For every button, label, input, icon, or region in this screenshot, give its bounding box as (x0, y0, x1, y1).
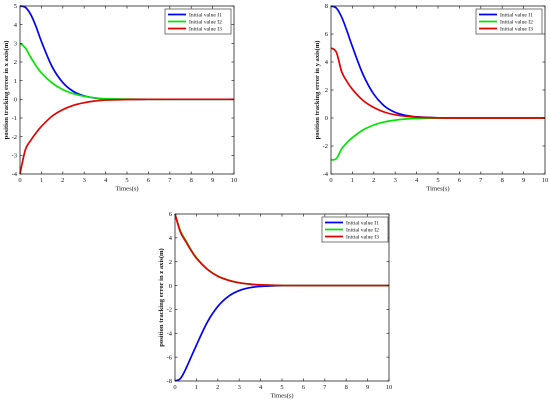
y-tick-label: 1 (14, 78, 17, 85)
y-tick-label: 2 (169, 259, 172, 266)
x-tick-label: 7 (479, 177, 483, 184)
legend-label-2: Initial value I2 (500, 20, 533, 26)
x-axis-title: Times(s) (426, 186, 449, 193)
y-tick-label: -4 (12, 171, 18, 178)
x-tick-label: 4 (259, 384, 263, 391)
y-tick-label: 6 (325, 31, 329, 38)
series-line-1 (174, 284, 389, 382)
legend-label-1: Initial value I1 (189, 13, 222, 19)
x-tick-label: 1 (40, 177, 43, 184)
y-tick-label: 2 (14, 59, 17, 66)
x-tick-label: 4 (104, 177, 108, 184)
y-tick-label: 4 (169, 235, 173, 242)
y-tick-label: -2 (167, 307, 172, 314)
x-tick-label: 8 (345, 384, 348, 391)
x-tick-label: 0 (173, 384, 176, 391)
x-tick-label: 7 (168, 177, 172, 184)
y-tick-label: 8 (325, 3, 328, 10)
x-axis-title: Times(s) (270, 393, 293, 400)
legend-label-1: Initial value I1 (346, 221, 379, 227)
y-tick-label: 6 (169, 211, 173, 218)
legend-label-2: Initial value I2 (189, 20, 222, 26)
x-tick-label: 5 (125, 177, 128, 184)
legend-label-1: Initial value I1 (500, 13, 533, 19)
y-tick-label: -8 (167, 378, 172, 385)
x-tick-label: 8 (501, 177, 504, 184)
x-tick-label: 1 (351, 177, 354, 184)
x-tick-label: 6 (302, 384, 306, 391)
legend-label-3: Initial value I3 (189, 27, 222, 33)
x-tick-label: 2 (61, 177, 64, 184)
y-tick-label: 4 (325, 59, 329, 66)
y-tick-label: 0 (325, 115, 328, 122)
x-tick-label: 3 (394, 177, 397, 184)
y-tick-label: -2 (323, 143, 328, 150)
x-tick-label: 9 (522, 177, 525, 184)
y-tick-label: 0 (14, 97, 17, 104)
x-tick-label: 10 (231, 177, 238, 184)
y-tick-label: -1 (12, 115, 17, 122)
y-tick-label: -4 (323, 171, 329, 178)
x-axis-title: Times(s) (115, 186, 138, 193)
y-tick-label: 2 (325, 87, 328, 94)
y-tick-label: -3 (12, 153, 17, 160)
x-tick-label: 8 (190, 177, 193, 184)
legend-label-3: Initial value I3 (346, 235, 379, 241)
series-line-3 (330, 47, 545, 119)
y-axis-title: position tracking error in x axis(m) (3, 41, 10, 140)
y-tick-label: 0 (169, 283, 172, 290)
y-axis-title: position tracking error in y axis(m) (314, 41, 321, 140)
x-tick-label: 9 (366, 384, 369, 391)
x-tick-label: 5 (436, 177, 439, 184)
legend-label-3: Initial value I3 (500, 27, 533, 33)
chart-2: 0 1 2 3 4 5 6 7 8 9 10 -4 -2 0 2 4 6 8 Times(s) position tr… (314, 3, 548, 192)
series-line-3 (174, 213, 389, 287)
x-tick-label: 2 (372, 177, 375, 184)
x-tick-label: 0 (18, 177, 21, 184)
x-tick-label: 10 (386, 384, 393, 391)
chart-1: 0 1 2 3 4 5 6 7 8 9 10 -4 -3 -2 -1 0 1 2 3 4 5 Times(s) positi… (3, 3, 237, 192)
y-tick-label: 3 (14, 41, 17, 48)
x-tick-label: 9 (211, 177, 214, 184)
y-tick-label: -6 (167, 354, 173, 361)
legend-label-2: Initial value I2 (346, 228, 379, 234)
y-axis-title: position tracking error in z axis(m) (158, 248, 165, 346)
x-tick-label: 3 (83, 177, 86, 184)
x-tick-label: 0 (329, 177, 332, 184)
x-tick-label: 4 (415, 177, 419, 184)
x-tick-label: 7 (323, 384, 327, 391)
series-line-3 (19, 98, 234, 175)
x-tick-label: 5 (280, 384, 283, 391)
x-tick-label: 6 (147, 177, 151, 184)
series-line-2 (330, 117, 545, 161)
y-tick-label: -2 (12, 134, 17, 141)
y-tick-label: 5 (14, 3, 17, 10)
chart-3: 0 1 2 3 4 5 6 7 8 9 10 -8 -6 -4 -2 0 2 4 6 Times(s) position… (158, 211, 392, 399)
x-tick-label: 2 (216, 384, 219, 391)
x-tick-label: 10 (542, 177, 549, 184)
y-tick-label: 4 (14, 22, 18, 29)
x-tick-label: 1 (195, 384, 198, 391)
series-line-2 (19, 42, 234, 101)
y-tick-label: -4 (167, 330, 173, 337)
x-tick-label: 6 (458, 177, 462, 184)
x-tick-label: 3 (238, 384, 241, 391)
